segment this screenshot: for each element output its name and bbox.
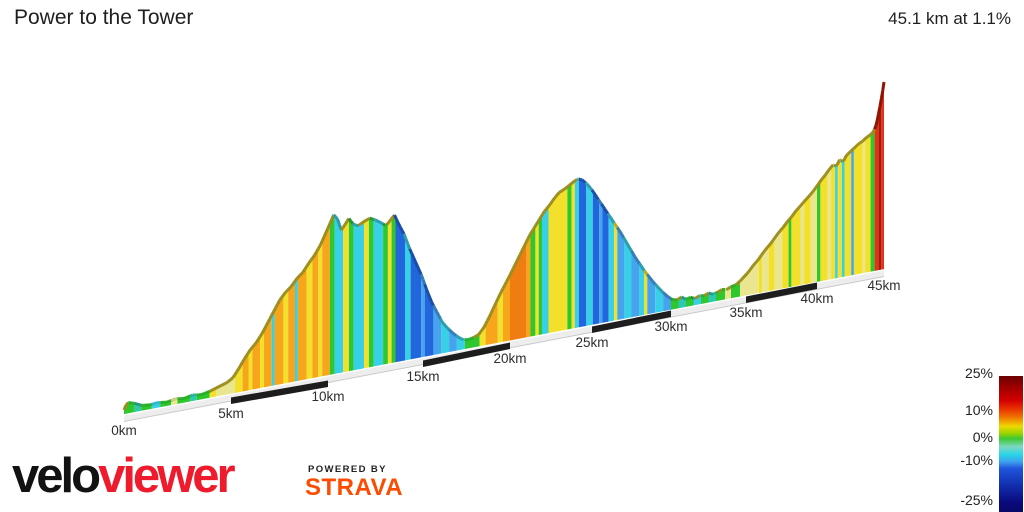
- x-axis-tick-label: 45km: [867, 278, 900, 293]
- logo-velo-text: velo: [12, 449, 101, 503]
- x-axis-tick-label: 40km: [800, 291, 833, 306]
- legend-tick-label: 10%: [964, 402, 993, 418]
- x-axis-tick-label: 25km: [575, 335, 608, 350]
- x-axis-tick-label: 30km: [654, 319, 687, 334]
- x-axis-tick-label: 20km: [493, 351, 526, 366]
- logo-viewer-text: viewer: [98, 449, 236, 503]
- x-axis-tick-label: 10km: [311, 389, 344, 404]
- legend-tick-label: 25%: [964, 365, 993, 381]
- powered-by-label: POWERED BY: [308, 464, 387, 475]
- x-axis-tick-label: 35km: [729, 305, 762, 320]
- x-axis-tick-label: 15km: [406, 369, 439, 384]
- x-axis-tick-label: 5km: [218, 406, 244, 421]
- route-distance-gradient-summary: 45.1 km at 1.1%: [888, 9, 1011, 28]
- legend-tick-label: -10%: [960, 452, 993, 468]
- legend-tick-label: -25%: [960, 492, 993, 508]
- profile-top-edge: [122, 81, 886, 411]
- gradient-color-legend-bar: [999, 376, 1023, 512]
- strava-logo: STRAVA: [305, 474, 404, 501]
- veloviewer-logo: veloviewer: [12, 449, 236, 503]
- legend-tick-label: 0%: [972, 429, 993, 445]
- x-axis-tick-label: 0km: [111, 423, 137, 438]
- distance-axis-ribbon: [123, 269, 885, 422]
- page-title: Power to the Tower: [14, 6, 194, 29]
- distance-axis-labels: 0km 5km 10km 15km 20km 25km 30km 35km 40km 45km: [111, 278, 900, 438]
